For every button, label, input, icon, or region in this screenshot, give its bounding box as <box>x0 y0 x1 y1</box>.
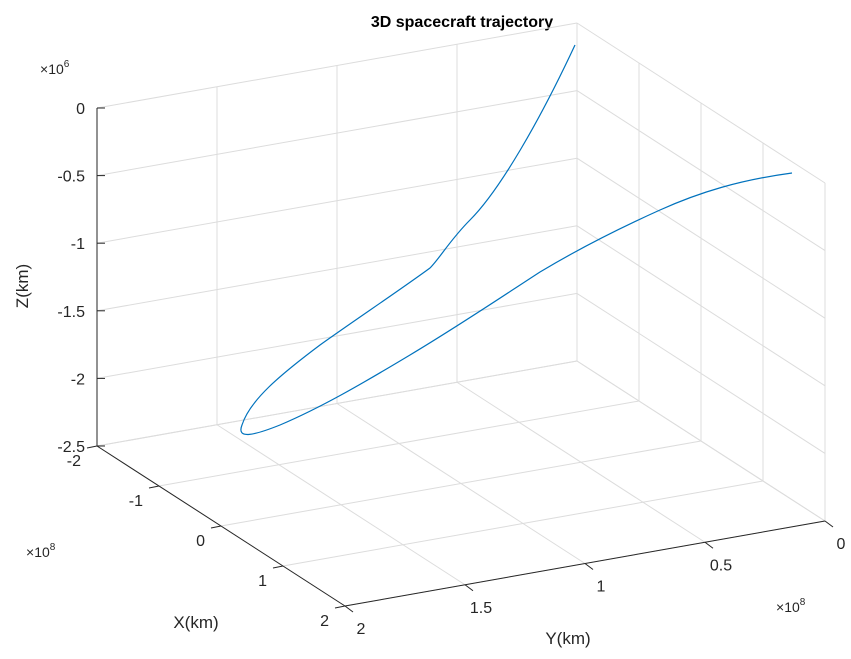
x-tick-label: 2 <box>320 613 329 630</box>
grid-line <box>576 90 826 252</box>
grid-line <box>96 22 578 109</box>
y-tick-label: 1.5 <box>470 600 492 617</box>
x-tick <box>334 605 346 609</box>
grid-line <box>336 403 586 564</box>
z-tick-label: -1 <box>71 236 85 253</box>
grid-line <box>96 292 578 379</box>
y-exponent: ×108 <box>776 597 806 615</box>
grid-line <box>576 157 826 319</box>
z-tick-label: -0.5 <box>57 169 85 186</box>
grid-line <box>456 381 706 543</box>
y-tick-label: 0 <box>837 536 846 553</box>
grid-lines <box>96 22 826 607</box>
grid-line <box>96 90 578 177</box>
x-exponent: ×108 <box>26 542 56 560</box>
x-tick-label: -1 <box>129 493 143 510</box>
y-axis-label: Y(km) <box>545 629 590 648</box>
trajectory-line <box>240 44 793 435</box>
y-tick <box>464 584 474 592</box>
svg-text:×108: ×108 <box>776 597 806 615</box>
y-tick-label: 2 <box>357 621 366 638</box>
x-tick <box>148 485 160 489</box>
z-tick-label: -2 <box>71 371 85 388</box>
grid-line <box>96 225 578 312</box>
x-tick-label: 0 <box>196 533 205 550</box>
svg-text:×108: ×108 <box>26 542 56 560</box>
y-tick <box>584 563 594 570</box>
z-tick-label: -2.5 <box>57 439 85 456</box>
y-tick <box>704 541 714 549</box>
y-tick-label: 1 <box>597 579 606 596</box>
trajectory-series <box>240 44 793 435</box>
grid-line <box>576 22 826 184</box>
z-tick-label: 0 <box>76 101 85 118</box>
z-axis-label: Z(km) <box>13 264 32 308</box>
z-exponent-base: 10 <box>48 61 64 77</box>
y-tick <box>824 520 834 528</box>
x-tick <box>272 565 284 569</box>
grid-line <box>96 157 578 244</box>
z-tick-label: -1.5 <box>57 304 85 321</box>
z-exponent: ×106 <box>40 59 70 77</box>
axes <box>86 107 834 613</box>
grid-line <box>576 360 826 522</box>
grid-line <box>576 225 826 387</box>
y-tick-label: 0.5 <box>710 557 732 574</box>
grid-line <box>576 292 826 454</box>
z-exponent-power: 6 <box>64 59 70 70</box>
x-tick-label: -2 <box>67 453 81 470</box>
grid-line <box>216 424 466 586</box>
x-tick <box>210 525 222 529</box>
x-axis-label: X(km) <box>173 613 218 632</box>
x-tick <box>86 445 98 449</box>
x-tick-label: 1 <box>258 573 267 590</box>
y-tick <box>344 605 354 613</box>
svg-text:×106: ×106 <box>40 59 70 77</box>
chart-title: 3D spacecraft trajectory <box>371 14 553 31</box>
